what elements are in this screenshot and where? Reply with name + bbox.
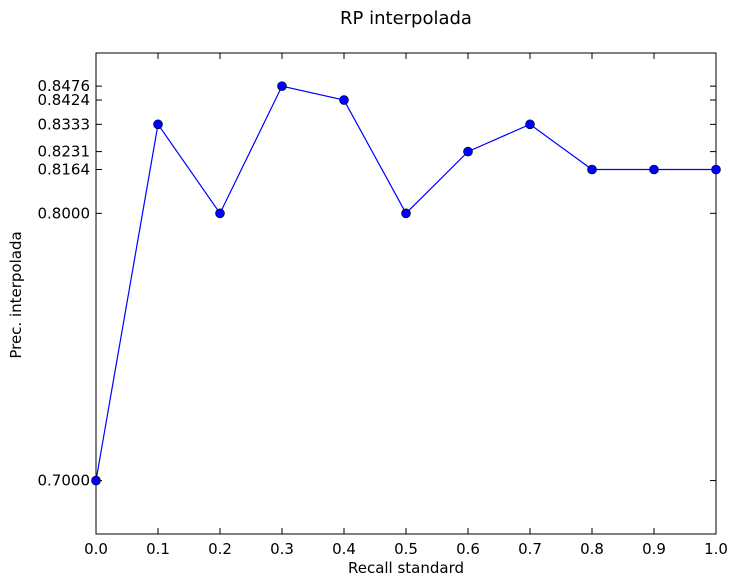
data-point [649, 164, 659, 175]
y-tick-label: 0.8231 [38, 143, 91, 161]
series-markers [91, 81, 721, 486]
x-tick-label: 0.8 [580, 540, 604, 558]
x-tick-label: 0.0 [84, 540, 108, 558]
y-tick-label: 0.8164 [38, 161, 91, 179]
plot-area [95, 52, 717, 535]
y-tick-label: 0.7000 [38, 472, 91, 490]
y-tick-label: 0.8000 [38, 204, 91, 222]
x-tick-label: 0.6 [456, 540, 480, 558]
y-tick-label: 0.8424 [38, 91, 91, 109]
x-tick-label: 1.0 [704, 540, 728, 558]
x-tick-label: 0.4 [332, 540, 356, 558]
x-axis-ticks: 0.0 0.1 0.2 0.3 0.4 0.5 0.6 0.7 0.8 0.9 1.0 [84, 53, 728, 558]
data-point [525, 119, 535, 130]
x-tick-label: 0.2 [208, 540, 232, 558]
x-tick-label: 0.7 [518, 540, 542, 558]
data-point [277, 81, 287, 91]
data-point [91, 475, 101, 486]
data-point [587, 164, 597, 175]
x-tick-label: 0.1 [146, 540, 170, 558]
x-tick-label: 0.9 [642, 540, 666, 558]
y-tick-label: 0.8476 [38, 77, 91, 95]
data-point [711, 164, 721, 175]
data-point [153, 119, 163, 130]
x-tick-label: 0.3 [270, 540, 294, 558]
y-axis-label: Prec. interpolada [7, 231, 25, 358]
chart-title: RP interpolada [340, 8, 472, 29]
data-point [339, 95, 349, 105]
data-point [463, 146, 473, 157]
data-point [215, 208, 225, 219]
data-point [401, 208, 411, 219]
x-axis-label: Recall standard [348, 559, 464, 577]
x-tick-label: 0.5 [394, 540, 418, 558]
y-tick-label: 0.8333 [38, 115, 91, 133]
